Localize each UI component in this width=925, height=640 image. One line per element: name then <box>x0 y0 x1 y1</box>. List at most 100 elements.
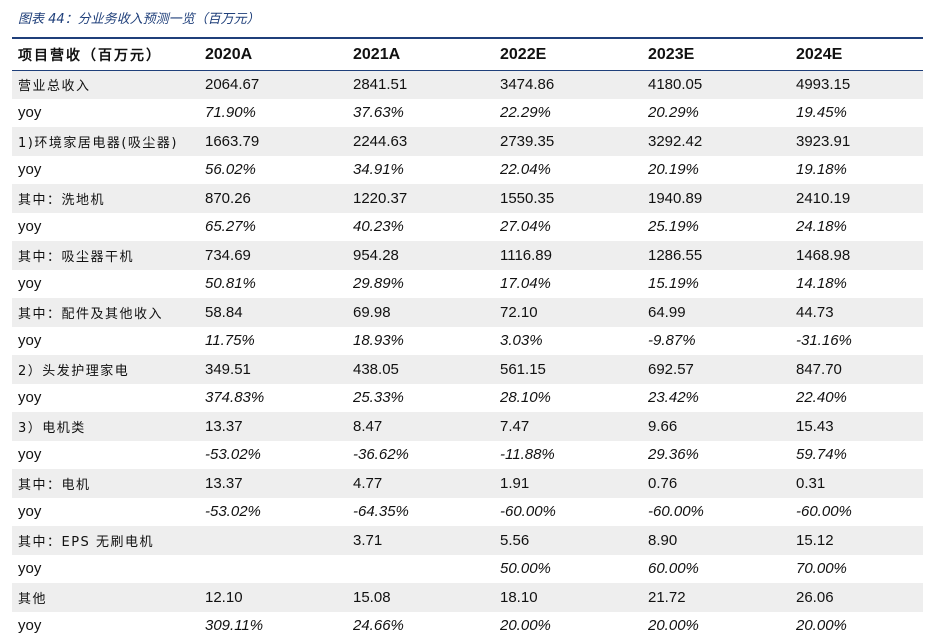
row-value: -9.87% <box>648 332 796 349</box>
row-value: 27.04% <box>500 218 648 235</box>
header-2024e: 2024E <box>796 46 923 64</box>
row-value: 29.89% <box>353 275 500 292</box>
row-value: 3474.86 <box>500 76 648 93</box>
row-value: 3923.91 <box>796 133 923 150</box>
row-value: 15.43 <box>796 418 923 435</box>
row-value: 25.33% <box>353 389 500 406</box>
row-value: 13.37 <box>205 475 353 492</box>
row-value: 9.66 <box>648 418 796 435</box>
row-value: 56.02% <box>205 161 353 178</box>
row-value: 24.66% <box>353 617 500 634</box>
row-label: 其中：吸尘器干机 <box>12 246 205 265</box>
row-value: 28.10% <box>500 389 648 406</box>
row-value: 17.04% <box>500 275 648 292</box>
table-header-rule <box>12 70 923 71</box>
row-value: 23.42% <box>648 389 796 406</box>
header-item: 项目营收（百万元） <box>12 45 205 65</box>
row-value: 71.90% <box>205 104 353 121</box>
row-label: 3）电机类 <box>12 417 205 436</box>
row-value: 18.93% <box>353 332 500 349</box>
row-value: 19.18% <box>796 161 923 178</box>
row-label: 营业总收入 <box>12 75 205 94</box>
row-value: -36.62% <box>353 446 500 463</box>
row-value: 18.10 <box>500 589 648 606</box>
row-value: 870.26 <box>205 190 353 207</box>
table-top-rule <box>12 37 923 39</box>
row-value: 59.74% <box>796 446 923 463</box>
row-value: 22.29% <box>500 104 648 121</box>
row-value: -11.88% <box>500 446 648 463</box>
row-value: 1940.89 <box>648 190 796 207</box>
row-value: 2410.19 <box>796 190 923 207</box>
row-value: 2064.67 <box>205 76 353 93</box>
row-label: yoy <box>12 389 205 406</box>
row-value: 1220.37 <box>353 190 500 207</box>
row-value: 3.03% <box>500 332 648 349</box>
row-value: 13.37 <box>205 418 353 435</box>
row-label: 其中：电机 <box>12 474 205 493</box>
row-value: 4180.05 <box>648 76 796 93</box>
row-label: yoy <box>12 161 205 178</box>
row-value: 72.10 <box>500 304 648 321</box>
row-value: 60.00% <box>648 560 796 577</box>
row-value: 20.29% <box>648 104 796 121</box>
table-header-row: 项目营收（百万元） 2020A 2021A 2022E 2023E 2024E <box>12 40 923 70</box>
row-value: 19.45% <box>796 104 923 121</box>
row-value: 20.00% <box>648 617 796 634</box>
row-value: 438.05 <box>353 361 500 378</box>
row-value: -60.00% <box>796 503 923 520</box>
row-value: 2244.63 <box>353 133 500 150</box>
row-value: 20.00% <box>500 617 648 634</box>
row-value: -31.16% <box>796 332 923 349</box>
row-value: 15.08 <box>353 589 500 606</box>
row-value: 12.10 <box>205 589 353 606</box>
row-value: 561.15 <box>500 361 648 378</box>
row-value: 15.19% <box>648 275 796 292</box>
row-value: 1116.89 <box>500 247 648 264</box>
row-value: 50.81% <box>205 275 353 292</box>
row-value: 2739.35 <box>500 133 648 150</box>
header-2022e: 2022E <box>500 46 648 64</box>
table-row: yoy-53.02%-36.62%-11.88%29.36%59.74% <box>12 441 923 470</box>
row-value: 20.00% <box>796 617 923 634</box>
row-value: 4.77 <box>353 475 500 492</box>
row-label: 其中：EPS 无刷电机 <box>12 531 205 550</box>
row-value: 1663.79 <box>205 133 353 150</box>
table-row: yoy-53.02%-64.35%-60.00%-60.00%-60.00% <box>12 498 923 527</box>
row-label: yoy <box>12 332 205 349</box>
row-value: 0.76 <box>648 475 796 492</box>
row-label: 1)环境家居电器(吸尘器) <box>12 132 205 151</box>
row-value: 37.63% <box>353 104 500 121</box>
row-value: 309.11% <box>205 617 353 634</box>
row-value: 65.27% <box>205 218 353 235</box>
row-value: 734.69 <box>205 247 353 264</box>
header-2021a: 2021A <box>353 46 500 64</box>
row-value: 22.40% <box>796 389 923 406</box>
row-value: 8.47 <box>353 418 500 435</box>
row-label: yoy <box>12 503 205 520</box>
row-value: 8.90 <box>648 532 796 549</box>
row-value: 5.56 <box>500 532 648 549</box>
row-value: 14.18% <box>796 275 923 292</box>
row-value: 3.71 <box>353 532 500 549</box>
header-2023e: 2023E <box>648 46 796 64</box>
row-value: 3292.42 <box>648 133 796 150</box>
figure-caption: 图表 44：分业务收入预测一览（百万元） <box>18 9 260 31</box>
row-value: 64.99 <box>648 304 796 321</box>
row-value: 69.98 <box>353 304 500 321</box>
